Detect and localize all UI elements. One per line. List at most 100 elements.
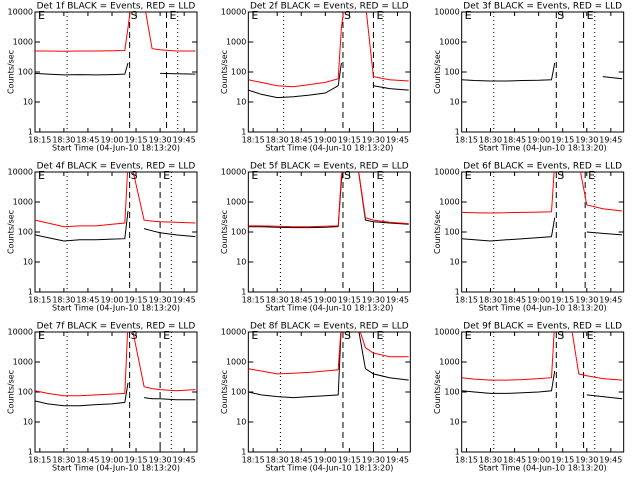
x-tick-label: 18:45 (290, 136, 313, 145)
x-tick-label: 19:00 (314, 136, 337, 145)
series-line (248, 332, 409, 375)
series-line (35, 382, 196, 407)
annotation: E (465, 9, 472, 22)
annotation: E (587, 329, 594, 342)
x-tick-label: 19:15 (338, 296, 361, 305)
annotation: S (344, 9, 351, 22)
annotation: E (38, 329, 45, 342)
x-tick-label: 19:45 (173, 456, 196, 465)
x-tick-label: 18:30 (52, 136, 75, 145)
x-tick-label: 18:15 (455, 456, 478, 465)
x-tick-label: 18:30 (479, 136, 502, 145)
x-tick-label: 18:15 (242, 456, 265, 465)
x-tick-label: 19:00 (527, 136, 550, 145)
y-tick-label: 1000 (226, 38, 246, 47)
y-axis-label: Counts/sec (7, 210, 16, 254)
y-tick-label: 1000 (439, 358, 459, 367)
y-tick-label: 100 (18, 228, 33, 237)
x-tick-label: 18:45 (76, 296, 99, 305)
x-tick-label: 19:45 (173, 296, 196, 305)
series-line (35, 172, 196, 228)
panel-title: Det 9f BLACK = Events, RED = LLD (463, 322, 622, 332)
x-axis-label: Start Time (04-Jun-10 18:13:20) (265, 304, 393, 313)
y-axis-label: Counts/sec (433, 370, 442, 414)
y-tick-label: 10 (449, 418, 459, 427)
annotation: S (131, 169, 138, 182)
series-line (461, 172, 623, 214)
panel: Det 3f BLACK = Events, RED = LLD 1 10 100 10… (433, 2, 625, 153)
x-axis-label: Start Time (04-Jun-10 18:13:20) (479, 304, 607, 313)
y-tick-label: 10 (449, 98, 459, 107)
x-axis-label: Start Time (04-Jun-10 18:13:20) (265, 464, 393, 473)
y-tick-label: 10 (236, 258, 246, 267)
x-tick-label: 18:30 (479, 456, 502, 465)
panel: Det 9f BLACK = Events, RED = LLD 1 10 100 10… (433, 322, 625, 473)
series-line (35, 12, 196, 52)
y-tick-label: 1 (241, 288, 246, 297)
x-tick-label: 19:00 (314, 456, 337, 465)
annotation: E (38, 9, 45, 22)
annotation: E (163, 329, 170, 342)
x-tick-label: 19:45 (386, 296, 409, 305)
x-tick-label: 18:30 (266, 296, 289, 305)
series-line (35, 62, 196, 76)
x-tick-label: 19:45 (599, 136, 622, 145)
y-tick-label: 10000 (8, 328, 33, 337)
series-line (461, 62, 623, 82)
annotation: E (38, 169, 45, 182)
x-tick-label: 19:00 (527, 456, 550, 465)
x-tick-label: 19:15 (551, 296, 574, 305)
y-tick-label: 10 (23, 98, 33, 107)
x-tick-label: 19:00 (100, 456, 123, 465)
annotation: E (465, 329, 472, 342)
y-tick-label: 1 (455, 448, 460, 457)
x-tick-label: 19:15 (125, 296, 148, 305)
series-line (461, 217, 623, 242)
y-tick-label: 100 (444, 68, 459, 77)
series-line (248, 332, 409, 399)
x-tick-label: 18:45 (290, 296, 313, 305)
x-axis-label: Start Time (04-Jun-10 18:13:20) (479, 464, 607, 473)
panel-title: Det 5f BLACK = Events, RED = LLD (250, 162, 409, 172)
x-tick-label: 19:00 (100, 296, 123, 305)
y-tick-label: 100 (231, 388, 246, 397)
y-tick-label: 10000 (434, 8, 459, 17)
x-tick-label: 18:15 (455, 136, 478, 145)
x-tick-label: 18:45 (503, 136, 526, 145)
y-tick-label: 10000 (434, 168, 459, 177)
x-tick-label: 18:15 (242, 136, 265, 145)
x-tick-label: 18:15 (455, 296, 478, 305)
y-tick-label: 1000 (226, 198, 246, 207)
annotation: E (376, 329, 383, 342)
y-axis-label: Counts/sec (7, 50, 16, 94)
y-tick-label: 1 (28, 288, 33, 297)
x-tick-label: 19:30 (149, 136, 172, 145)
x-tick-label: 19:45 (599, 456, 622, 465)
y-tick-label: 10000 (8, 168, 33, 177)
y-tick-label: 1 (455, 288, 460, 297)
annotation: S (557, 9, 564, 22)
x-tick-label: 18:30 (479, 296, 502, 305)
y-tick-label: 10 (23, 418, 33, 427)
x-tick-label: 19:15 (551, 456, 574, 465)
x-axis-label: Start Time (04-Jun-10 18:13:20) (265, 144, 393, 153)
y-tick-label: 10 (449, 258, 459, 267)
panel: Det 2f BLACK = Events, RED = LLD 1 10 100 10… (220, 2, 411, 153)
panel: Det 8f BLACK = Events, RED = LLD 1 10 100 10… (220, 322, 411, 473)
series-line (248, 12, 409, 88)
annotation: E (376, 169, 383, 182)
series-line (248, 172, 409, 228)
y-tick-label: 10000 (434, 328, 459, 337)
panel-title: Det 1f BLACK = Events, RED = LLD (37, 2, 196, 12)
annotation: E (251, 169, 258, 182)
annotation: S (131, 9, 138, 22)
x-tick-label: 19:30 (362, 136, 385, 145)
x-tick-label: 19:30 (149, 296, 172, 305)
panel-title: Det 2f BLACK = Events, RED = LLD (250, 2, 409, 12)
annotation: E (587, 9, 594, 22)
y-tick-label: 1000 (13, 38, 33, 47)
panel-title: Det 8f BLACK = Events, RED = LLD (250, 322, 409, 332)
x-tick-label: 19:15 (338, 136, 361, 145)
x-tick-label: 19:15 (551, 136, 574, 145)
x-tick-label: 18:45 (76, 136, 99, 145)
